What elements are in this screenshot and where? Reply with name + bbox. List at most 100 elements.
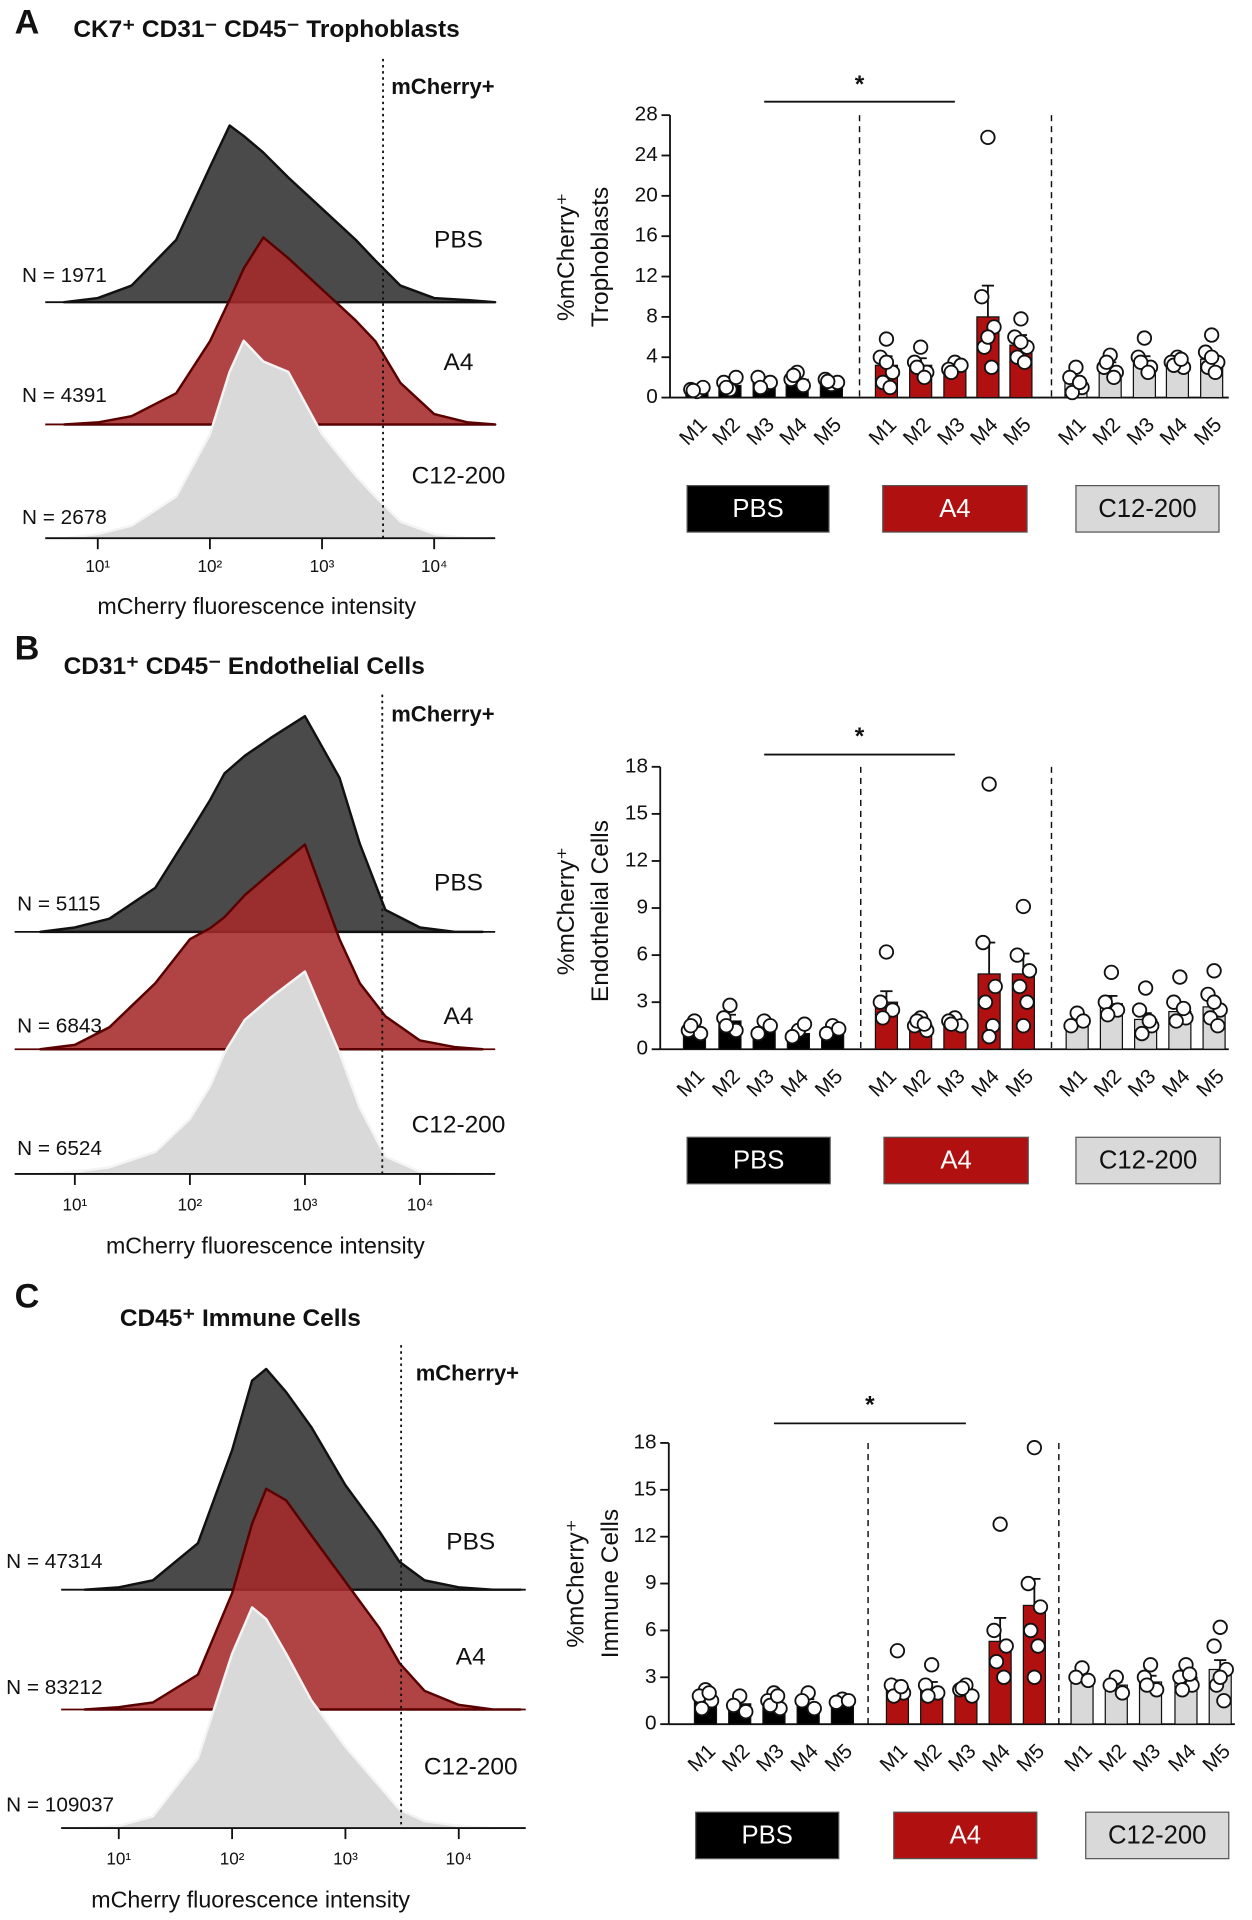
x-tick-label: M5 [1198, 1740, 1235, 1777]
data-point [954, 1680, 970, 1696]
data-point [1021, 963, 1038, 979]
data-point [1131, 1002, 1148, 1018]
panel-title: CD31⁺ CD45⁻ Endothelial Cells [64, 653, 425, 680]
data-point [785, 367, 802, 384]
data-point [1204, 349, 1220, 365]
n-label: N = 6524 [17, 1137, 102, 1160]
x-tick-label: M3 [944, 1740, 981, 1777]
y-axis-label: Trophoblasts [587, 187, 614, 327]
data-point [1140, 364, 1156, 381]
x-tick-label: M3 [933, 1065, 970, 1102]
data-point [878, 354, 895, 370]
y-tick-label: 12 [635, 264, 658, 287]
x-tick-label: M5 [811, 1065, 848, 1102]
data-point [1206, 994, 1222, 1010]
series-label: C12-200 [424, 1754, 518, 1781]
x-tick-label: M5 [1190, 413, 1227, 450]
data-point [1174, 1682, 1190, 1698]
data-point [1141, 1013, 1157, 1029]
y-tick-label: 28 [635, 103, 658, 126]
data-point [920, 1688, 936, 1704]
x-tick-label: M3 [752, 1740, 789, 1777]
data-point [752, 379, 769, 396]
y-tick-label: 6 [636, 943, 648, 966]
legend-label: A4 [939, 495, 970, 523]
series-label: PBS [434, 227, 483, 254]
x-tick-label: M1 [684, 1740, 721, 1777]
data-point [750, 1025, 766, 1042]
data-point [722, 997, 738, 1013]
legend-box [695, 1811, 840, 1860]
data-point [981, 776, 997, 792]
x-tick-label: M1 [865, 1065, 902, 1102]
x-tick-label: M3 [742, 1065, 779, 1102]
ridge [39, 970, 484, 1176]
data-point [1212, 1669, 1228, 1685]
ridge [62, 339, 497, 540]
n-label: N = 4391 [22, 384, 107, 407]
x-tick-label: M4 [966, 413, 1003, 450]
data-point [977, 994, 994, 1010]
data-point [725, 1697, 742, 1714]
gate-label: mCherry+ [391, 74, 494, 99]
data-point [1015, 898, 1032, 915]
data-point [924, 1657, 940, 1673]
x-tick-label: M1 [675, 413, 712, 450]
x-tick-label: M1 [1060, 1740, 1097, 1777]
data-point [794, 1693, 810, 1709]
data-point [762, 1018, 778, 1034]
y-axis-label: %mCherry⁺ [563, 1519, 590, 1647]
x-tick-label: M2 [1089, 1065, 1126, 1102]
n-label: N = 109037 [6, 1794, 114, 1817]
x-tick-label: M2 [910, 1740, 947, 1777]
data-point [1173, 351, 1189, 367]
data-point [983, 359, 1000, 375]
data-point [683, 1018, 699, 1034]
data-point [878, 944, 895, 960]
n-label: N = 1971 [22, 264, 107, 287]
ridge [62, 236, 497, 426]
ridge [83, 1487, 522, 1711]
data-point [1098, 354, 1115, 370]
x-tick-label: M1 [1054, 413, 1091, 450]
x-tick-label: M2 [708, 1065, 745, 1102]
n-label: N = 47314 [6, 1550, 102, 1573]
n-label: N = 5115 [17, 892, 100, 915]
data-point [981, 1029, 997, 1045]
x-tick-label: M1 [876, 1740, 913, 1777]
y-tick-label: 4 [646, 345, 658, 368]
legend-box [686, 484, 830, 533]
data-point [1015, 1018, 1032, 1034]
data-point [831, 1021, 847, 1037]
data-point [1100, 1007, 1116, 1023]
y-tick-label: 9 [636, 896, 648, 919]
ridge [39, 714, 484, 934]
x-tick-label: M2 [899, 1065, 936, 1102]
data-point [1032, 1599, 1049, 1615]
data-point [1210, 1018, 1226, 1034]
x-tick-label: 10¹ [106, 1849, 131, 1868]
data-point [1134, 1025, 1150, 1042]
data-point [878, 331, 895, 347]
y-tick-label: 0 [636, 1037, 648, 1060]
data-point [1182, 1666, 1198, 1682]
x-tick-label: 10³ [293, 1195, 318, 1214]
data-point [913, 339, 929, 355]
data-point [718, 379, 734, 396]
y-tick-label: 8 [646, 304, 658, 327]
x-tick-label: M5 [1192, 1065, 1229, 1102]
x-tick-label: M4 [1164, 1740, 1201, 1777]
data-point [987, 978, 1003, 995]
series-label: C12-200 [412, 463, 506, 490]
gate-label: mCherry+ [416, 1360, 519, 1385]
ridge [83, 1606, 522, 1830]
series-label: A4 [444, 349, 474, 376]
panel-title: CK7⁺ CD31⁻ CD45⁻ Trophoblasts [73, 16, 459, 43]
data-point [974, 289, 990, 305]
series-label: PBS [434, 870, 483, 897]
data-point [840, 1693, 857, 1709]
y-tick-label: 18 [633, 1430, 656, 1453]
x-axis-label: mCherry fluorescence intensity [91, 1887, 410, 1913]
x-tick-label: M1 [865, 413, 902, 450]
